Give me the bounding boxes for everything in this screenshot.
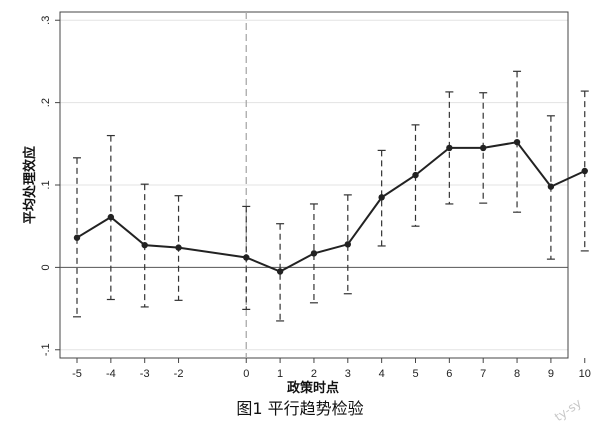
x-tick-label: 0 xyxy=(243,368,249,380)
data-point xyxy=(581,167,588,175)
data-point xyxy=(73,234,81,241)
data-point xyxy=(446,144,453,152)
y-tick-label: 0 xyxy=(40,264,52,270)
x-tick-label: 9 xyxy=(548,368,554,380)
x-tick-label: 4 xyxy=(379,368,385,380)
x-tick-label: 2 xyxy=(311,368,317,380)
watermark: ty-sy xyxy=(552,396,584,424)
data-point xyxy=(243,254,250,261)
x-tick-label: -3 xyxy=(140,368,150,380)
x-tick-label: -4 xyxy=(106,368,116,380)
tick-labels: -.1 0 .1 .2 .3 -5 -4 -3 -2 0 1 2 3 4 5 6 7 8 9 10 xyxy=(40,16,591,380)
x-tick-label: 8 xyxy=(514,368,520,380)
data-point xyxy=(175,244,182,251)
x-axis-title: 政策时点 xyxy=(287,380,339,396)
data-point xyxy=(141,241,148,249)
ci-bar xyxy=(73,157,81,318)
x-tick-label: -2 xyxy=(174,368,184,380)
data-point xyxy=(276,268,284,275)
y-tick-label: -.1 xyxy=(40,343,52,356)
x-tick-label: 5 xyxy=(412,368,418,380)
series-polyline xyxy=(76,141,586,273)
x-tick-label: 10 xyxy=(579,368,591,380)
ci-bar xyxy=(580,90,589,252)
ci-bar xyxy=(377,149,386,247)
data-point xyxy=(344,241,351,248)
gridlines xyxy=(60,19,568,351)
ci-bar xyxy=(445,91,454,205)
series-line xyxy=(76,141,586,273)
data-point xyxy=(378,194,385,201)
y-tick-label: .2 xyxy=(40,98,52,107)
data-point xyxy=(547,183,555,190)
x-tick-label: 7 xyxy=(480,368,486,380)
x-tick-label: 6 xyxy=(446,368,452,380)
y-tick-label: .3 xyxy=(40,16,52,25)
figure-caption: 图1 平行趋势检验 xyxy=(236,399,363,418)
x-tick-label: -5 xyxy=(72,368,82,380)
ci-bar xyxy=(343,194,352,295)
data-point xyxy=(513,138,521,146)
data-point xyxy=(107,213,115,221)
y-axis-title: 平均处理效应 xyxy=(22,146,38,224)
data-point xyxy=(310,250,318,257)
ci-bar xyxy=(276,223,285,322)
series-points xyxy=(73,138,588,275)
confidence-intervals xyxy=(73,70,589,322)
ci-bar xyxy=(309,203,318,304)
x-tick-label: 1 xyxy=(277,368,283,380)
x-tick-label: 3 xyxy=(345,368,351,380)
axes xyxy=(55,11,586,363)
data-point xyxy=(480,144,487,152)
data-point xyxy=(412,171,419,179)
y-tick-label: .1 xyxy=(40,180,52,189)
